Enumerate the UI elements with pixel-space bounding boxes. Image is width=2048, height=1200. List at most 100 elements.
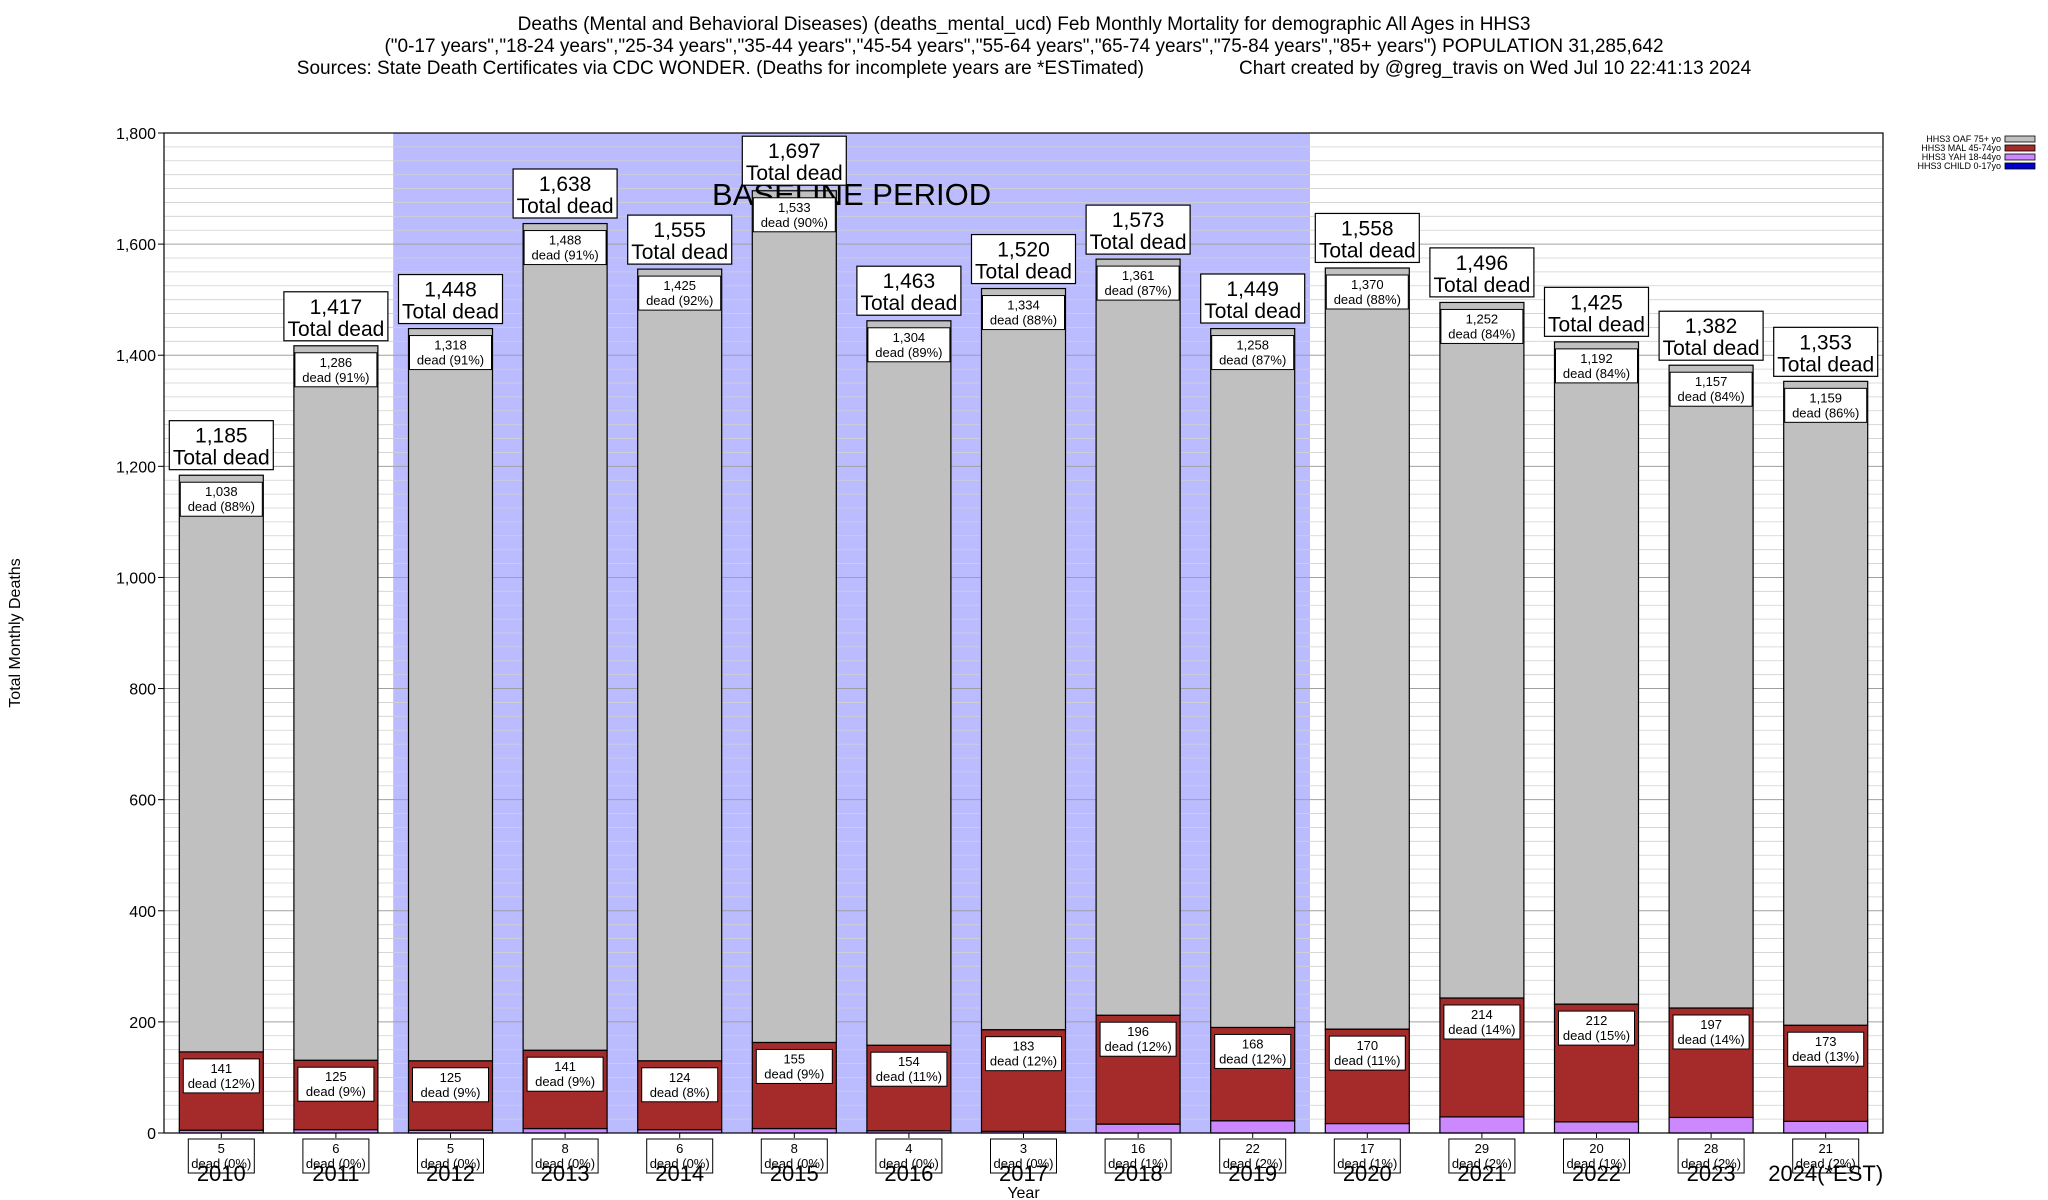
total-label-text: Total dead [517, 195, 614, 218]
mal-segment-label: dead (12%) [990, 1054, 1057, 1069]
yah-segment-label: dead (0%) [879, 1156, 939, 1171]
oaf-segment-label: 1,258 [1236, 338, 1269, 353]
total-label-box [1658, 310, 1764, 361]
oaf-segment-label-box [1669, 371, 1753, 407]
mal-segment-label: 168 [1242, 1036, 1264, 1051]
oaf-segment-label: dead (84%) [1677, 389, 1744, 404]
mal-segment-label: dead (14%) [1677, 1032, 1744, 1047]
yah-segment-label: 21 [1818, 1141, 1832, 1156]
total-label-value: 1,382 [1685, 315, 1738, 338]
total-label-text: Total dead [402, 301, 499, 324]
y-tick-label: 1,000 [116, 570, 156, 587]
oaf-segment-label-box [179, 481, 263, 517]
bar-segment [751, 190, 837, 1044]
yah-segment-label-box [990, 1138, 1057, 1174]
total-label-value: 1,555 [653, 219, 706, 242]
x-tick-label: 2018 [1114, 1161, 1163, 1186]
x-tick-label: 2022 [1572, 1161, 1621, 1186]
legend-label: HHS3 CHILD 0-17yo [1917, 161, 2001, 171]
yah-segment-label: 22 [1245, 1141, 1259, 1156]
mal-segment-label-box [641, 1067, 719, 1103]
oaf-segment-label-box [867, 327, 951, 363]
chart-subtitle: ("0-17 years","18-24 years","25-34 years… [384, 36, 1664, 57]
oaf-segment-label-box [1555, 348, 1638, 384]
legend-swatch [2004, 144, 2036, 152]
mal-segment-label: 183 [1013, 1039, 1035, 1054]
x-tick-label: 2020 [1343, 1161, 1392, 1186]
bar-segment [1210, 1120, 1296, 1134]
yah-segment-label: 8 [561, 1141, 568, 1156]
yah-segment-label-box [531, 1138, 599, 1174]
oaf-segment-label-box [409, 335, 492, 371]
oaf-segment-label: dead (88%) [1334, 292, 1401, 307]
mal-segment-label: 170 [1356, 1038, 1378, 1053]
mal-segment-label: dead (12%) [1219, 1051, 1286, 1066]
yah-segment-label: 3 [1020, 1141, 1027, 1156]
mal-segment-label-box [1672, 1014, 1750, 1050]
total-label-box [1200, 273, 1306, 324]
total-label-value: 1,496 [1456, 252, 1509, 275]
mal-segment-label: 154 [898, 1054, 920, 1069]
oaf-segment-label: dead (89%) [875, 345, 942, 360]
mal-segment-label-box [1787, 1031, 1865, 1067]
bar-segment [1783, 380, 1869, 1026]
yah-segment-label: dead (0%) [535, 1156, 595, 1171]
mal-segment-label: dead (9%) [306, 1084, 366, 1099]
mal-segment-label: dead (9%) [535, 1074, 595, 1089]
oaf-segment-label: dead (88%) [188, 499, 255, 514]
x-axis-label: Year [1007, 1185, 1040, 1200]
total-label-value: 1,353 [1799, 331, 1852, 354]
oaf-segment-label: dead (92%) [646, 293, 713, 308]
x-tick-label: 2017 [999, 1161, 1048, 1186]
mal-segment-label: dead (12%) [188, 1076, 255, 1091]
mal-segment-label: 212 [1586, 1013, 1608, 1028]
mal-segment-label: 141 [210, 1061, 232, 1076]
mal-segment-label: dead (14%) [1448, 1022, 1515, 1037]
oaf-segment-label: 1,318 [434, 338, 467, 353]
total-label-text: Total dead [860, 292, 957, 315]
bar-segment [1553, 1121, 1640, 1134]
yah-segment-label-box [302, 1138, 370, 1174]
total-label-box [512, 168, 618, 219]
total-label-value: 1,417 [310, 296, 363, 319]
x-tick-label: 2011 [312, 1161, 359, 1186]
oaf-segment-label: 1,361 [1122, 268, 1155, 283]
total-label-value: 1,448 [424, 279, 477, 302]
yah-segment-label: 6 [676, 1141, 683, 1156]
y-tick-label: 1,800 [116, 126, 156, 143]
oaf-segment-label: dead (88%) [990, 313, 1057, 328]
bars-layer [178, 190, 1869, 1134]
total-label-text: Total dead [1663, 337, 1760, 360]
yah-segment-label: 29 [1475, 1141, 1489, 1156]
oaf-segment-label-box [1440, 308, 1524, 344]
oaf-segment-label-box [523, 230, 607, 266]
total-label-value: 1,425 [1570, 291, 1623, 314]
y-axis-label: Total Monthly Deaths [7, 558, 24, 707]
mal-segment-label-box [1558, 1010, 1635, 1046]
mal-segment-label-box [297, 1066, 375, 1102]
yah-segment-label: 5 [218, 1141, 225, 1156]
x-tick-label: 2010 [197, 1161, 246, 1186]
x-tick-label: 2019 [1228, 1161, 1277, 1186]
oaf-segment-label-box [1096, 265, 1180, 301]
total-label-box [1543, 286, 1650, 337]
mal-segment-label: dead (8%) [650, 1085, 710, 1100]
yah-segment-label-box [1792, 1138, 1860, 1174]
mal-segment-label: 125 [325, 1069, 347, 1084]
yah-segment-label: dead (2%) [1223, 1156, 1283, 1171]
yah-segment-label: dead (0%) [421, 1156, 481, 1171]
oaf-segment-label: dead (91%) [531, 248, 598, 263]
total-label-box [1314, 212, 1420, 264]
mal-segment-label: dead (11%) [1334, 1053, 1400, 1068]
bar-segment [1439, 301, 1525, 999]
yah-segment-label: dead (0%) [191, 1156, 251, 1171]
y-tick-label: 1,400 [116, 348, 156, 365]
bar-segment [980, 287, 1067, 1031]
yah-segment-label: 4 [905, 1141, 912, 1156]
yah-segment-label: 20 [1589, 1141, 1603, 1156]
x-tick-label: 2016 [884, 1161, 933, 1186]
mal-segment-label: dead (13%) [1792, 1049, 1859, 1064]
yah-segment-label: dead (2%) [1452, 1156, 1512, 1171]
bar-segment [1210, 327, 1296, 1029]
